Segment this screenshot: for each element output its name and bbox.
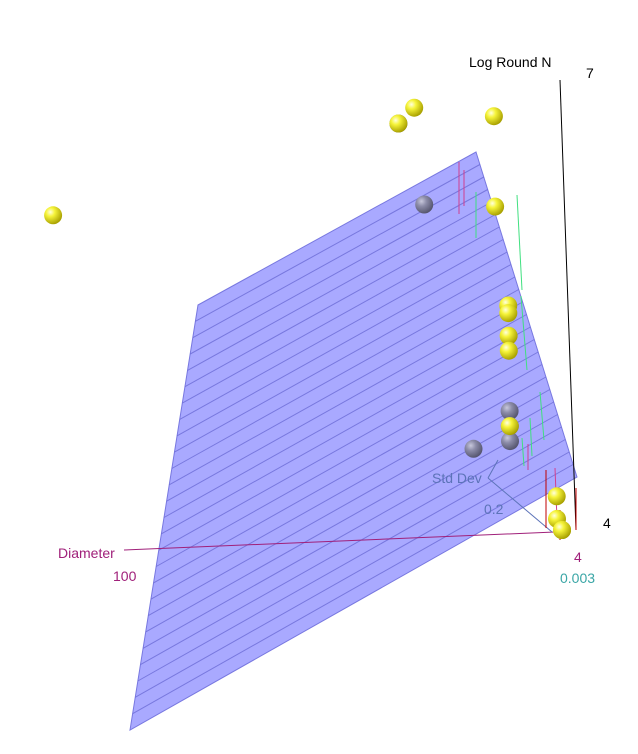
below-plane-point-sphere [464, 439, 483, 458]
data-point-sphere [44, 206, 63, 225]
plane-gridline [142, 414, 558, 649]
plane-gridline [166, 301, 523, 502]
plane-gridline [174, 264, 512, 453]
plane-gridline [161, 326, 531, 535]
data-point-sphere [389, 114, 408, 133]
plane-gridline [158, 339, 535, 551]
y-axis-label: Std Dev [432, 470, 482, 486]
fitted-plane-gridlines [132, 164, 574, 715]
plane-gridline [189, 189, 488, 355]
z-axis-tick-min: 4 [603, 515, 611, 531]
residual-line [516, 194, 523, 291]
residual-line [539, 391, 545, 441]
data-points [44, 98, 571, 539]
data-point-sphere [499, 304, 518, 323]
plane-gridline [145, 401, 554, 633]
data-point-sphere [499, 326, 518, 345]
y-axis-line [487, 477, 553, 533]
plane-gridline [148, 389, 551, 617]
below-plane-point-sphere [415, 195, 434, 214]
y-axis-tick-min: 0.003 [560, 570, 595, 586]
data-point-sphere [484, 107, 503, 126]
plane-gridline [182, 226, 500, 404]
axes [123, 79, 577, 551]
below-plane-point-sphere [501, 432, 519, 451]
plane-gridline [168, 289, 519, 486]
data-point-sphere [486, 197, 505, 216]
residual-lines [458, 162, 558, 528]
plane-gridline [163, 314, 527, 518]
residual-line [520, 295, 528, 371]
data-point-sphere [405, 98, 424, 117]
axis-labels: Log Round N 7 4 Diameter 100 4 Std Dev 0… [58, 54, 611, 586]
fitted-plane [129, 151, 578, 731]
z-axis-line [559, 79, 577, 531]
plane-gridline [187, 201, 492, 371]
plane-gridline [137, 439, 566, 682]
data-point-sphere [547, 487, 566, 506]
plane-gridline [140, 426, 562, 666]
residual-line [521, 437, 525, 467]
data-point-sphere [553, 521, 571, 539]
plane-gridline [184, 214, 496, 388]
y-axis-tick-max: 0.2 [484, 501, 504, 517]
plane-gridline [195, 164, 481, 322]
z-axis-tick-max: 7 [586, 65, 594, 81]
x-axis-tick-max: 100 [113, 568, 137, 584]
x-axis-line [123, 531, 556, 551]
plane-gridline [176, 251, 508, 437]
residual-line [529, 417, 533, 457]
plane-gridline [155, 351, 539, 567]
data-point-sphere [499, 341, 518, 360]
plane-gridline [171, 276, 516, 469]
x-axis-tick-min: 4 [574, 549, 582, 565]
x-axis-label: Diameter [58, 545, 115, 561]
plane-gridline [134, 451, 570, 698]
below-plane-point-sphere [500, 402, 519, 420]
plane-gridline [179, 239, 504, 420]
y-axis-line-upper [487, 459, 499, 479]
data-point-sphere [500, 417, 519, 436]
plane-gridline [132, 464, 574, 715]
z-axis-label: Log Round N [469, 54, 552, 70]
plane-gridline [192, 176, 485, 339]
plane-gridline [150, 376, 547, 600]
